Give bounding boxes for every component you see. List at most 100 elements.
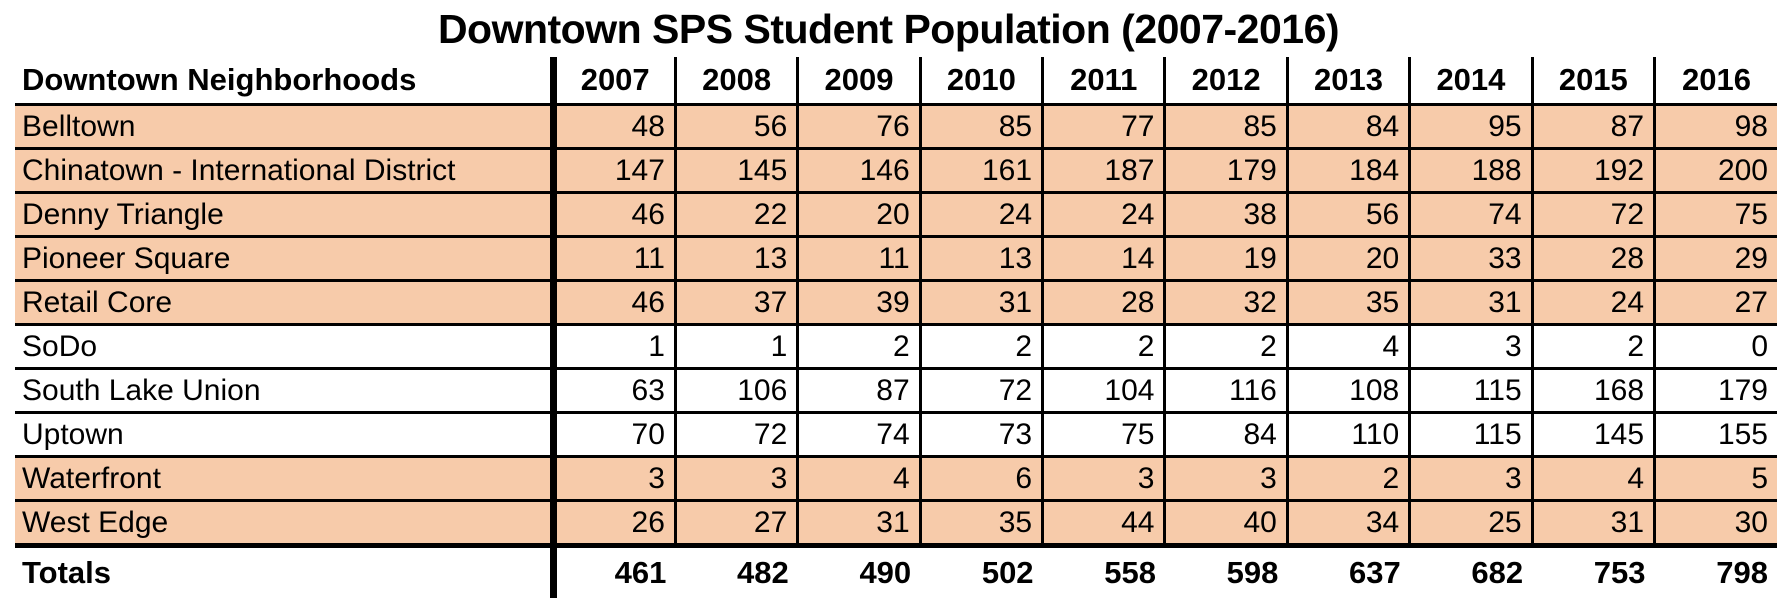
table-row: SoDo 1 1 2 2 2 2 4 3 2 0 [15,324,1777,370]
cell-value: 35 [1285,280,1410,326]
header-row: Downtown Neighborhoods 2007 2008 2009 20… [15,57,1777,106]
cell-value: 115 [1408,368,1533,414]
cell-value: 145 [673,148,798,194]
cell-value: 46 [549,280,676,326]
row-label: Uptown [15,412,553,458]
cell-value: 14 [1041,236,1165,282]
cell-value: 72 [673,412,798,458]
cell-value: 87 [1530,104,1655,150]
cell-value: 5 [1653,456,1777,502]
totals-value: 490 [797,543,921,598]
table-row: Chinatown - International District 147 1… [15,148,1777,194]
cell-value: 27 [673,500,798,547]
cell-value: 72 [1530,192,1655,238]
cell-value: 24 [918,192,1043,238]
column-header-year: 2011 [1041,57,1165,106]
cell-value: 0 [1653,324,1777,370]
cell-value: 85 [918,104,1043,150]
cell-value: 104 [1041,368,1165,414]
cell-value: 32 [1163,280,1288,326]
cell-value: 179 [1163,148,1288,194]
population-table: Downtown Neighborhoods 2007 2008 2009 20… [15,57,1777,598]
cell-value: 2 [1163,324,1288,370]
cell-value: 98 [1653,104,1777,150]
cell-value: 147 [549,148,676,194]
row-label: Belltown [15,104,553,150]
cell-value: 2 [796,324,921,370]
cell-value: 85 [1163,104,1288,150]
cell-value: 31 [918,280,1043,326]
cell-value: 2 [918,324,1043,370]
cell-value: 56 [1285,192,1410,238]
cell-value: 192 [1530,148,1655,194]
cell-value: 110 [1285,412,1410,458]
cell-value: 145 [1530,412,1655,458]
cell-value: 6 [918,456,1043,502]
cell-value: 188 [1408,148,1533,194]
cell-value: 39 [796,280,921,326]
table-row: Waterfront 3 3 4 6 3 3 2 3 4 5 [15,456,1777,502]
cell-value: 24 [1530,280,1655,326]
cell-value: 2 [1285,456,1410,502]
cell-value: 31 [1530,500,1655,547]
row-label: West Edge [15,500,553,547]
cell-value: 3 [549,456,676,502]
cell-value: 2 [1530,324,1655,370]
cell-value: 76 [796,104,921,150]
totals-label: Totals [15,543,553,598]
cell-value: 84 [1163,412,1288,458]
totals-value: 753 [1532,543,1655,598]
row-label: Denny Triangle [15,192,553,238]
cell-value: 161 [918,148,1043,194]
cell-value: 11 [796,236,921,282]
column-header-year: 2008 [673,57,798,106]
cell-value: 75 [1041,412,1165,458]
cell-value: 35 [918,500,1043,547]
cell-value: 3 [673,456,798,502]
cell-value: 19 [1163,236,1288,282]
table-row: West Edge 26 27 31 35 44 40 34 25 31 30 [15,500,1777,547]
cell-value: 11 [549,236,676,282]
cell-value: 4 [796,456,921,502]
cell-value: 63 [549,368,676,414]
cell-value: 106 [673,368,798,414]
cell-value: 25 [1408,500,1533,547]
column-header-year: 2009 [796,57,921,106]
cell-value: 3 [1041,456,1165,502]
cell-value: 70 [549,412,676,458]
cell-value: 48 [549,104,676,150]
cell-value: 2 [1041,324,1165,370]
cell-value: 95 [1408,104,1533,150]
cell-value: 184 [1285,148,1410,194]
cell-value: 73 [918,412,1043,458]
column-header-year: 2014 [1408,57,1533,106]
totals-value: 502 [920,543,1043,598]
cell-value: 168 [1530,368,1655,414]
cell-value: 200 [1653,148,1777,194]
row-label: South Lake Union [15,368,553,414]
cell-value: 28 [1041,280,1165,326]
table-row: Denny Triangle 46 22 20 24 24 38 56 74 7… [15,192,1777,238]
column-header-neighborhoods: Downtown Neighborhoods [15,57,553,106]
table-row: Retail Core 46 37 39 31 28 32 35 31 24 2… [15,280,1777,326]
totals-value: 482 [675,543,798,598]
cell-value: 31 [1408,280,1533,326]
cell-value: 3 [1408,456,1533,502]
totals-value: 682 [1409,543,1533,598]
totals-value: 558 [1042,543,1165,598]
cell-value: 22 [673,192,798,238]
cell-value: 3 [1163,456,1288,502]
cell-value: 56 [673,104,798,150]
totals-value: 461 [549,543,676,598]
cell-value: 33 [1408,236,1533,282]
totals-value: 637 [1287,543,1410,598]
cell-value: 146 [796,148,921,194]
cell-value: 75 [1653,192,1777,238]
cell-value: 20 [1285,236,1410,282]
cell-value: 28 [1530,236,1655,282]
cell-value: 187 [1041,148,1165,194]
cell-value: 31 [796,500,921,547]
row-label: Waterfront [15,456,553,502]
page-title: Downtown SPS Student Population (2007-20… [437,6,1340,52]
cell-value: 38 [1163,192,1288,238]
